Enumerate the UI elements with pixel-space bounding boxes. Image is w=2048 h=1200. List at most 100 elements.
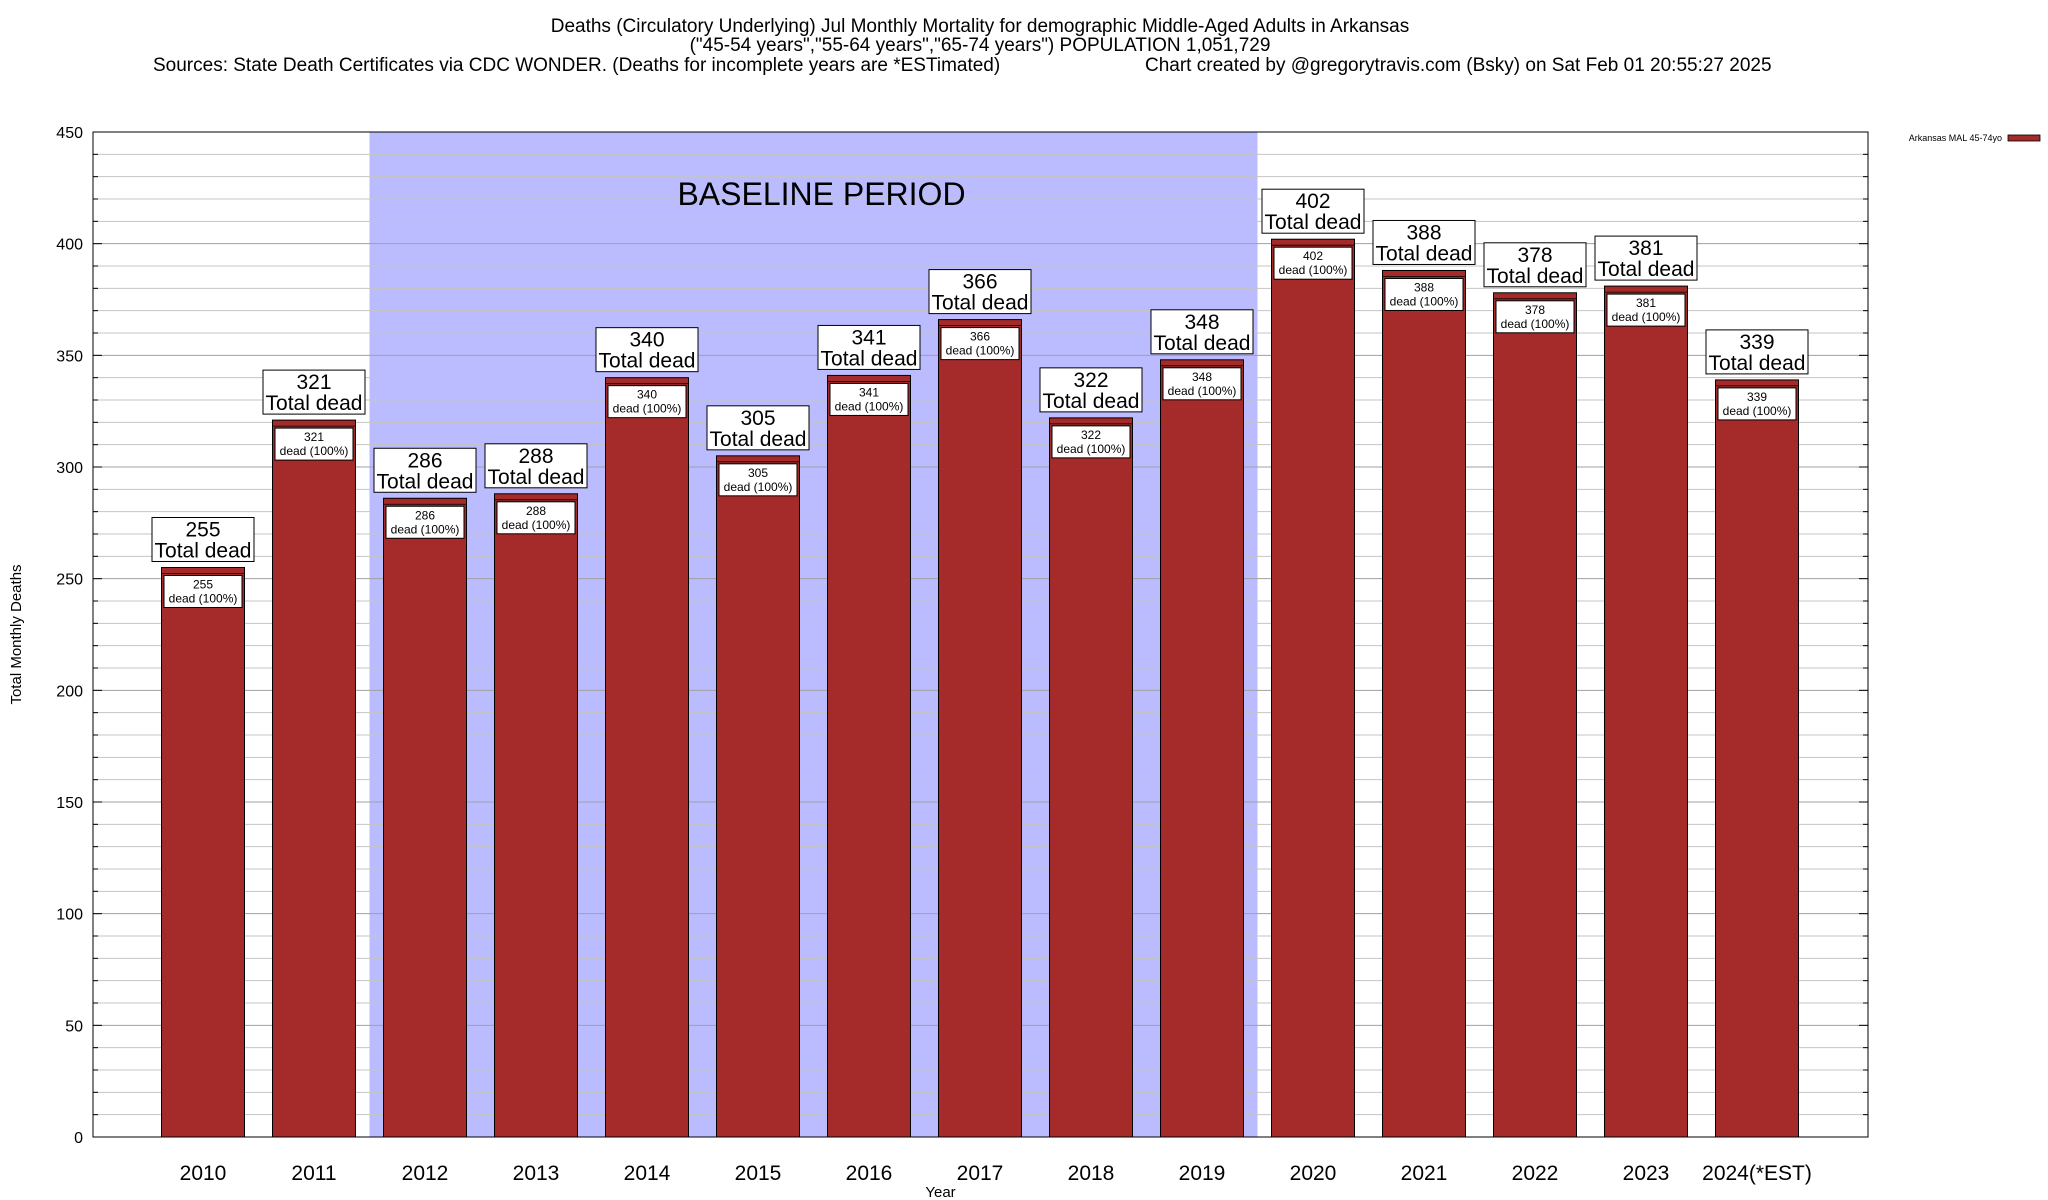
bar	[1715, 379, 1799, 1138]
inner-label-text: dead (100%)	[1612, 310, 1681, 324]
inner-label-box	[385, 505, 465, 539]
y-tick-label: 400	[56, 237, 83, 254]
inner-label-value: 388	[1414, 280, 1434, 294]
y-tick-label: 350	[56, 348, 83, 365]
y-tick-label: 450	[56, 125, 83, 142]
x-tick-label: 2020	[1290, 1162, 1337, 1185]
top-label-box	[928, 269, 1032, 315]
inner-label-value: 288	[526, 504, 546, 518]
inner-label-text: dead (100%)	[946, 344, 1015, 358]
top-label-box	[1039, 367, 1143, 413]
inner-label-value: 340	[637, 388, 657, 402]
inner-label-value: 348	[1192, 370, 1212, 384]
top-label-box	[262, 369, 366, 415]
top-label-value: 348	[1184, 311, 1219, 334]
inner-label-box	[496, 501, 576, 535]
bar	[827, 374, 911, 1138]
x-tick-label: 2022	[1512, 1162, 1559, 1185]
bar	[1604, 285, 1688, 1138]
inner-label-box	[829, 382, 909, 416]
y-tick-label: 50	[65, 1018, 83, 1035]
inner-label-text: dead (100%)	[613, 402, 682, 416]
top-label-box	[706, 405, 810, 451]
x-tick-label: 2023	[1623, 1162, 1670, 1185]
top-label-box	[817, 324, 921, 370]
top-label-value: 288	[518, 445, 553, 468]
x-tick-label: 2014	[624, 1162, 671, 1185]
inner-label-text: dead (100%)	[1057, 442, 1126, 456]
inner-label-text: dead (100%)	[1501, 317, 1570, 331]
inner-label-text: dead (100%)	[1279, 263, 1348, 277]
legend-swatch	[2007, 134, 2041, 142]
top-label-text: Total dead	[377, 470, 474, 493]
inner-label-text: dead (100%)	[1168, 384, 1237, 398]
x-tick-label: 2016	[846, 1162, 893, 1185]
bar	[938, 319, 1022, 1138]
chart-title-line-2: ("45-54 years","55-64 years","65-74 year…	[690, 35, 1271, 56]
top-label-value: 340	[629, 329, 664, 352]
bar	[716, 455, 800, 1138]
inner-label-box	[163, 575, 243, 608]
x-tick-label: 2015	[735, 1162, 782, 1185]
top-label-value: 255	[185, 519, 220, 542]
x-tick-label: 2018	[1068, 1162, 1115, 1185]
top-label-value: 366	[962, 271, 997, 294]
top-label-box	[1483, 242, 1587, 288]
top-label-box	[373, 447, 477, 493]
inner-label-text: dead (100%)	[1723, 404, 1792, 418]
inner-label-box	[1717, 387, 1797, 421]
bar	[383, 497, 467, 1138]
top-label-text: Total dead	[599, 350, 696, 373]
top-label-value: 381	[1628, 237, 1663, 260]
inner-label-value: 341	[859, 385, 879, 399]
inner-label-value: 366	[970, 330, 990, 344]
top-label-box	[1705, 329, 1809, 375]
top-label-box	[484, 443, 588, 489]
inner-label-text: dead (100%)	[169, 592, 238, 606]
bar	[1493, 292, 1577, 1138]
top-label-box	[1150, 309, 1254, 355]
inner-label-text: dead (100%)	[724, 480, 793, 494]
inner-label-value: 322	[1081, 428, 1101, 442]
top-label-value: 388	[1406, 221, 1441, 244]
inner-label-box	[607, 385, 687, 419]
x-tick-label: 2021	[1401, 1162, 1448, 1185]
inner-label-value: 286	[415, 508, 435, 522]
top-label-value: 341	[851, 326, 886, 349]
top-label-text: Total dead	[932, 292, 1029, 315]
inner-label-box	[718, 463, 798, 497]
top-label-value: 402	[1295, 190, 1330, 213]
y-tick-label: 250	[56, 572, 83, 589]
inner-label-value: 381	[1636, 296, 1656, 310]
top-label-text: Total dead	[488, 466, 585, 489]
inner-label-value: 378	[1525, 303, 1545, 317]
x-tick-label: 2010	[180, 1162, 227, 1185]
top-label-text: Total dead	[710, 428, 807, 451]
top-label-box	[595, 327, 699, 373]
inner-label-text: dead (100%)	[280, 444, 349, 458]
bar	[494, 493, 578, 1138]
bar	[161, 567, 245, 1138]
top-label-box	[1594, 235, 1698, 281]
x-tick-label: 2017	[957, 1162, 1004, 1185]
inner-label-value: 339	[1747, 390, 1767, 404]
top-label-text: Total dead	[1376, 242, 1473, 265]
top-label-value: 286	[407, 449, 442, 472]
top-label-value: 339	[1739, 331, 1774, 354]
inner-label-value: 321	[304, 430, 324, 444]
chart-sources-text: Sources: State Death Certificates via CD…	[153, 55, 1000, 76]
